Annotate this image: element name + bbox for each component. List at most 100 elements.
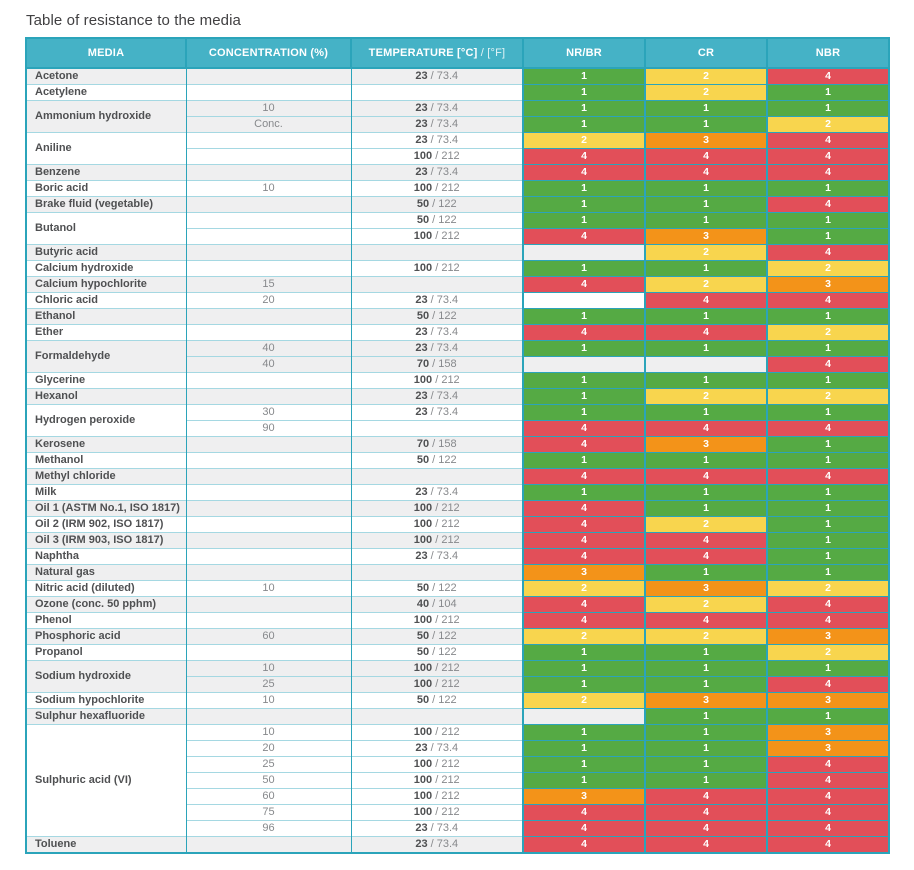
rating-cell-cr: 4 bbox=[644, 820, 767, 837]
rating-cell-nbr: 2 bbox=[766, 324, 889, 341]
concentration-cell bbox=[185, 836, 351, 853]
rating-cell-nrbr bbox=[522, 356, 645, 373]
rating-cell-nrbr: 1 bbox=[522, 212, 645, 229]
rating-cell-nrbr: 1 bbox=[522, 68, 645, 85]
temperature-cell: 100 / 212 bbox=[350, 756, 523, 773]
rating-cell-cr: 1 bbox=[644, 180, 767, 197]
rating-cell-nbr: 4 bbox=[766, 148, 889, 165]
rating-cell-nbr: 1 bbox=[766, 452, 889, 469]
concentration-cell: 20 bbox=[185, 740, 351, 757]
media-cell: Ether bbox=[25, 324, 186, 341]
media-cell: Sulphuric acid (VI) bbox=[25, 724, 186, 837]
temperature-cell: 23 / 73.4 bbox=[350, 836, 523, 853]
table-row: Propanol 50 / 122 1 1 2 bbox=[25, 644, 889, 661]
rating-cell-cr: 1 bbox=[644, 708, 767, 725]
rating-cell-nbr: 4 bbox=[766, 804, 889, 821]
temperature-cell: 23 / 73.4 bbox=[350, 388, 523, 405]
temperature-cell: 100 / 212 bbox=[350, 724, 523, 741]
rating-cell-cr bbox=[644, 356, 767, 373]
rating-cell-nrbr: 1 bbox=[522, 196, 645, 213]
table-row: Sodium hypochlorite 10 50 / 122 2 3 3 bbox=[25, 692, 889, 709]
rating-cell-cr: 1 bbox=[644, 772, 767, 789]
temperature-cell: 40 / 104 bbox=[350, 596, 523, 613]
concentration-cell bbox=[185, 324, 351, 341]
table-row: 25 100 / 212 1 1 4 bbox=[26, 756, 889, 773]
media-cell: Ammonium hydroxide bbox=[25, 100, 186, 133]
rating-cell-nrbr: 1 bbox=[522, 340, 645, 357]
rating-cell-nbr: 3 bbox=[766, 740, 889, 757]
rating-cell-nrbr: 2 bbox=[522, 580, 645, 597]
concentration-cell bbox=[185, 612, 351, 629]
column-header-media: MEDIA bbox=[26, 38, 186, 69]
media-cell: Propanol bbox=[25, 644, 186, 661]
concentration-cell bbox=[185, 68, 351, 85]
table-row: Chloric acid 20 23 / 73.4 4 4 bbox=[25, 292, 889, 309]
rating-cell-nbr: 3 bbox=[766, 276, 889, 293]
media-cell: Calcium hydroxide bbox=[25, 260, 186, 277]
temperature-cell: 100 / 212 bbox=[350, 788, 523, 805]
media-cell: Sodium hypochlorite bbox=[25, 692, 186, 709]
concentration-cell bbox=[185, 564, 351, 581]
rating-cell-cr: 2 bbox=[644, 68, 767, 85]
rating-cell-cr: 4 bbox=[644, 164, 767, 181]
concentration-cell: 25 bbox=[185, 676, 351, 693]
table-row: Sulphuric acid (VI) 10 100 / 212 1 1 3 bbox=[25, 724, 889, 837]
table-row: Benzene 23 / 73.4 4 4 4 bbox=[25, 164, 889, 181]
media-cell: Hexanol bbox=[25, 388, 186, 405]
table-row: Natural gas 3 1 1 bbox=[25, 564, 889, 581]
table-row: Oil 1 (ASTM No.1, ISO 1817) 100 / 212 4 1 1 bbox=[25, 500, 889, 517]
rating-cell-nbr: 1 bbox=[766, 180, 889, 197]
rating-cell-nrbr: 4 bbox=[522, 820, 645, 837]
table-row: Calcium hypochlorite 15 4 2 3 bbox=[25, 276, 889, 293]
table-row: Ethanol 50 / 122 1 1 1 bbox=[25, 308, 889, 325]
rating-cell-cr: 1 bbox=[644, 564, 767, 581]
media-cell: Butyric acid bbox=[25, 244, 186, 261]
rating-cell-nrbr: 4 bbox=[522, 596, 645, 613]
rating-cell-nrbr bbox=[522, 244, 645, 261]
column-header-cr: CR bbox=[644, 38, 767, 69]
rating-cell-cr: 1 bbox=[644, 756, 767, 773]
media-cell: Hydrogen peroxide bbox=[25, 404, 186, 437]
rating-cell-nbr: 4 bbox=[766, 820, 889, 837]
concentration-cell bbox=[185, 308, 351, 325]
table-row: Ozone (conc. 50 pphm) 40 / 104 4 2 4 bbox=[25, 596, 889, 613]
rating-cell-cr: 4 bbox=[644, 324, 767, 341]
rating-cell-nbr: 4 bbox=[766, 756, 889, 773]
temperature-cell: 50 / 122 bbox=[350, 212, 523, 229]
temperature-cell: 100 / 212 bbox=[350, 676, 523, 693]
temperature-cell: 23 / 73.4 bbox=[350, 116, 523, 133]
media-cell: Ozone (conc. 50 pphm) bbox=[25, 596, 186, 613]
media-cell: Formaldehyde bbox=[25, 340, 186, 373]
concentration-cell: 75 bbox=[185, 804, 351, 821]
concentration-cell: 60 bbox=[185, 788, 351, 805]
temperature-cell bbox=[350, 244, 523, 261]
rating-cell-nrbr: 4 bbox=[522, 324, 645, 341]
temperature-cell: 100 / 212 bbox=[350, 148, 523, 165]
table-row: 100 / 212 4 3 1 bbox=[26, 228, 889, 245]
table-row: 100 / 212 4 4 4 bbox=[26, 148, 889, 165]
temperature-cell: 50 / 122 bbox=[350, 580, 523, 597]
table-row: Calcium hydroxide 100 / 212 1 1 2 bbox=[25, 260, 889, 277]
rating-cell-nrbr: 1 bbox=[522, 388, 645, 405]
rating-cell-nbr: 1 bbox=[766, 404, 889, 421]
temperature-cell: 100 / 212 bbox=[350, 372, 523, 389]
media-cell: Brake fluid (vegetable) bbox=[25, 196, 186, 213]
temperature-cell: 100 / 212 bbox=[350, 500, 523, 517]
media-cell: Glycerine bbox=[25, 372, 186, 389]
concentration-cell: 10 bbox=[185, 100, 351, 117]
table-row: Oil 2 (IRM 902, ISO 1817) 100 / 212 4 2 1 bbox=[25, 516, 889, 533]
rating-cell-cr: 1 bbox=[644, 116, 767, 133]
rating-cell-cr: 1 bbox=[644, 100, 767, 117]
media-cell: Toluene bbox=[25, 836, 186, 853]
rating-cell-nrbr: 1 bbox=[522, 740, 645, 757]
rating-cell-nrbr: 1 bbox=[522, 372, 645, 389]
rating-cell-nrbr: 1 bbox=[522, 116, 645, 133]
concentration-cell: 30 bbox=[185, 404, 351, 421]
table-row: Kerosene 70 / 158 4 3 1 bbox=[25, 436, 889, 453]
temperature-cell: 50 / 122 bbox=[350, 644, 523, 661]
rating-cell-cr: 2 bbox=[644, 596, 767, 613]
media-cell: Acetone bbox=[25, 68, 186, 85]
temperature-cell: 100 / 212 bbox=[350, 804, 523, 821]
temperature-cell: 100 / 212 bbox=[350, 660, 523, 677]
temperature-cell: 23 / 73.4 bbox=[350, 820, 523, 837]
